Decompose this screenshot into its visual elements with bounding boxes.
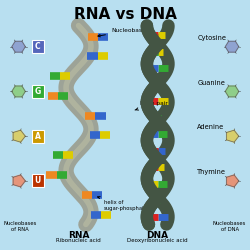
Polygon shape: [225, 41, 239, 52]
Text: Thymine: Thymine: [197, 169, 226, 175]
Text: DNA: DNA: [146, 232, 169, 240]
Polygon shape: [226, 175, 239, 187]
Text: helix of
sugar-phosphates: helix of sugar-phosphates: [98, 196, 151, 211]
Text: Base pair: Base pair: [135, 101, 168, 110]
Text: RNA: RNA: [68, 232, 89, 240]
Polygon shape: [226, 130, 239, 142]
Text: Cytosine: Cytosine: [197, 35, 226, 41]
Text: Guanine: Guanine: [197, 80, 225, 86]
FancyBboxPatch shape: [32, 130, 44, 143]
Text: Nucleobases: Nucleobases: [98, 28, 149, 37]
Text: Ribonucleic acid: Ribonucleic acid: [56, 238, 101, 243]
Polygon shape: [13, 175, 25, 187]
Polygon shape: [225, 86, 239, 97]
Polygon shape: [12, 86, 25, 97]
Text: Nucleobases
of DNA: Nucleobases of DNA: [213, 221, 246, 232]
Text: G: G: [34, 87, 41, 96]
Polygon shape: [13, 130, 25, 142]
FancyBboxPatch shape: [32, 85, 44, 98]
Text: A: A: [35, 132, 41, 141]
FancyBboxPatch shape: [32, 40, 44, 53]
Text: Adenine: Adenine: [197, 124, 224, 130]
Text: Nucleobases
of RNA: Nucleobases of RNA: [4, 221, 37, 232]
Text: Deoxyribonucleic acid: Deoxyribonucleic acid: [127, 238, 188, 243]
Text: U: U: [34, 176, 41, 186]
Text: C: C: [35, 42, 40, 51]
FancyBboxPatch shape: [32, 174, 44, 188]
Text: RNA vs DNA: RNA vs DNA: [74, 7, 177, 22]
Polygon shape: [12, 41, 25, 52]
